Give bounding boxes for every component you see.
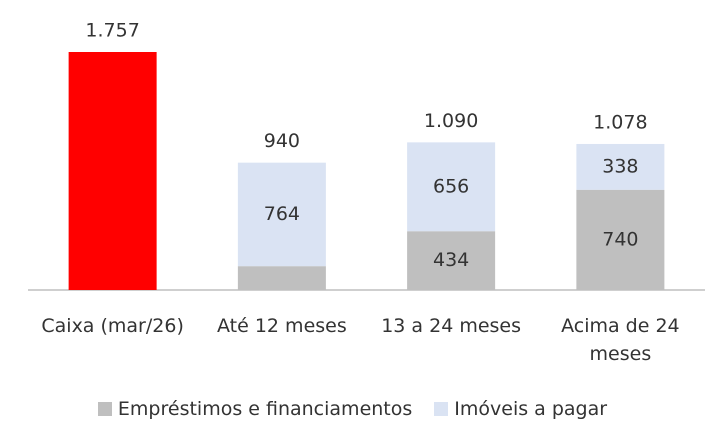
legend-item: Empréstimos e financiamentos (97, 398, 413, 420)
total-label: 1.090 (424, 110, 478, 132)
bar-segment (407, 231, 496, 290)
bar-segment (576, 143, 665, 190)
bar-segment (237, 162, 326, 267)
data-label: 764 (264, 203, 300, 225)
total-label: 940 (264, 130, 300, 152)
x-tick-label: Acima de 24 meses (561, 315, 680, 365)
data-label: 740 (602, 228, 638, 250)
legend-swatch (434, 402, 449, 416)
legend-label: Imóveis a pagar (454, 398, 608, 420)
total-label: 1.078 (593, 111, 647, 133)
x-tick-label: 13 a 24 meses (381, 315, 522, 337)
legend-label: Empréstimos e financiamentos (117, 398, 413, 420)
legend-item: Imóveis a pagar (434, 398, 607, 420)
x-tick-label: Caixa (mar/26) (41, 315, 184, 337)
bar-segment (576, 189, 665, 290)
total-label: 1.757 (85, 20, 139, 42)
bar-segment (68, 52, 157, 290)
bar-segment (237, 266, 326, 290)
x-tick-label: Até 12 meses (217, 315, 347, 337)
data-label: 434 (433, 249, 469, 271)
legend: Empréstimos e financiamentos Imóveis a pa… (0, 398, 705, 420)
bar-segment (407, 142, 496, 232)
data-label: 656 (433, 175, 469, 197)
data-label: 338 (602, 155, 638, 177)
legend-swatch (97, 402, 112, 416)
